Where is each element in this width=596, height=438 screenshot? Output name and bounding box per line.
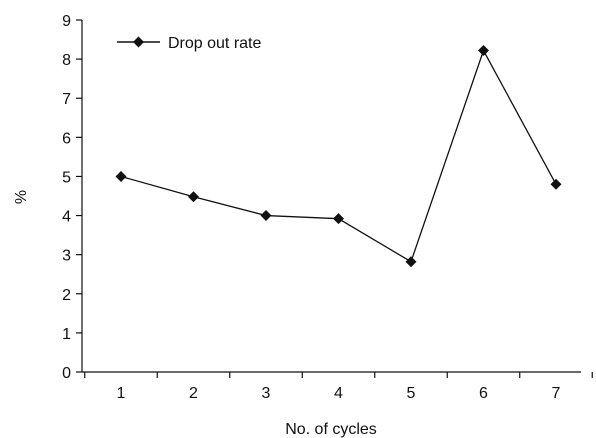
data-point-marker — [333, 213, 344, 225]
y-axis: 0 1 2 3 4 5 6 7 8 9 — [62, 13, 83, 382]
y-tick-label: 7 — [62, 91, 71, 108]
legend: Drop out rate — [117, 35, 261, 52]
data-point-marker — [405, 256, 417, 268]
x-tick-label: 7 — [552, 385, 561, 402]
x-axis: 1 2 3 4 5 6 7 — [82, 371, 593, 402]
y-axis-title: % — [13, 190, 30, 204]
y-tick-label: 8 — [62, 52, 71, 69]
data-point-marker — [550, 178, 562, 190]
y-tick-label: 0 — [62, 365, 71, 382]
x-tick-label: 6 — [479, 385, 488, 402]
x-tick-label: 5 — [407, 385, 416, 402]
y-tick-label: 2 — [62, 287, 71, 304]
x-tick-label: 3 — [262, 385, 271, 402]
y-tick-label: 9 — [62, 13, 71, 30]
data-point-marker — [115, 170, 127, 182]
y-tick-label: 3 — [62, 248, 71, 265]
series-layer — [115, 45, 562, 268]
x-axis-title: No. of cycles — [285, 421, 377, 438]
y-tick-label: 6 — [62, 130, 71, 147]
series-line — [120, 48, 557, 263]
data-point-marker — [260, 210, 272, 222]
y-tick-label: 5 — [62, 169, 71, 186]
x-tick-label: 4 — [334, 385, 343, 402]
x-tick-label: 1 — [117, 385, 126, 402]
y-tick-label: 4 — [62, 209, 71, 226]
y-tick-label: 1 — [62, 326, 71, 343]
x-tick-label: 2 — [189, 385, 198, 402]
data-point-marker — [188, 191, 199, 203]
data-point-marker — [478, 45, 489, 57]
legend-label: Drop out rate — [168, 35, 261, 52]
legend-marker — [133, 36, 144, 48]
